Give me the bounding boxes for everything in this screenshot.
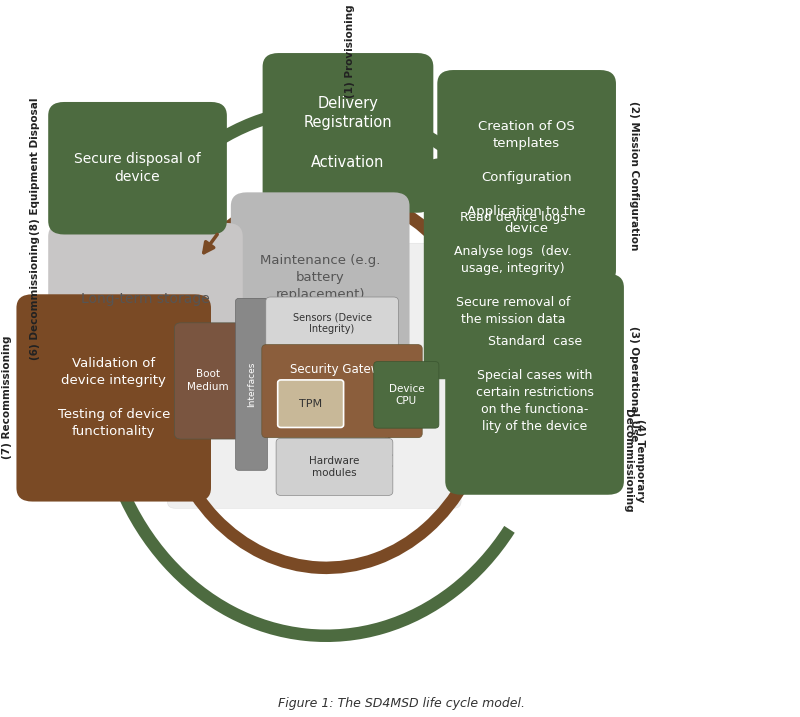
Text: Figure 1: The SD4MSD life cycle model.: Figure 1: The SD4MSD life cycle model. [278,697,525,710]
Text: Boot
Medium: Boot Medium [187,369,229,391]
FancyBboxPatch shape [278,380,344,427]
Text: Secure disposal of
device: Secure disposal of device [74,152,201,184]
Text: (5) Maintenance &
Repair: (5) Maintenance & Repair [385,358,406,467]
FancyBboxPatch shape [167,243,461,508]
Text: Hardware
modules: Hardware modules [309,456,359,478]
FancyBboxPatch shape [262,53,434,213]
FancyBboxPatch shape [446,274,624,495]
Text: Read device logs

Analyse logs  (dev.
usage, integrity)

Secure removal of
the m: Read device logs Analyse logs (dev. usag… [454,212,572,326]
Text: (2) Mission Configuration: (2) Mission Configuration [630,100,639,250]
FancyBboxPatch shape [276,438,393,495]
Text: Creation of OS
templates

Configuration

Application to the
device: Creation of OS templates Configuration A… [467,120,586,234]
FancyBboxPatch shape [174,323,241,439]
FancyBboxPatch shape [262,345,422,437]
FancyBboxPatch shape [236,298,267,470]
Text: (1) Provisioning: (1) Provisioning [345,4,355,98]
Text: Device
CPU: Device CPU [389,384,424,406]
Text: (6) Decommissioning: (6) Decommissioning [30,236,40,360]
FancyBboxPatch shape [17,294,211,502]
Text: Standard  case

Special cases with
certain restrictions
on the functiona-
lity o: Standard case Special cases with certain… [476,336,594,433]
Text: Long-term storage: Long-term storage [81,293,210,306]
Text: Maintenance (e.g.
battery
replacement)

Repairs of device
hardware: Maintenance (e.g. battery replacement) R… [260,254,380,352]
FancyBboxPatch shape [231,192,410,413]
Text: (7) Recommissioning: (7) Recommissioning [2,336,12,460]
Text: (3) Operational Use: (3) Operational Use [630,326,639,442]
Text: (8) Equipment Disposal: (8) Equipment Disposal [30,98,40,235]
Text: Delivery
Registration

Activation: Delivery Registration Activation [304,95,392,170]
Text: Security Gateway: Security Gateway [290,363,394,376]
Text: TPM: TPM [298,399,322,409]
FancyBboxPatch shape [424,158,602,379]
FancyBboxPatch shape [48,223,242,376]
Text: Sensors (Device
Integrity): Sensors (Device Integrity) [293,312,371,333]
FancyBboxPatch shape [438,70,616,284]
FancyBboxPatch shape [374,361,439,428]
FancyBboxPatch shape [266,297,398,349]
Text: (4) Temporary
Decommissioning: (4) Temporary Decommissioning [623,409,645,513]
FancyBboxPatch shape [48,102,227,234]
Text: Interfaces: Interfaces [247,361,256,407]
Text: Validation of
device integrity

Testing of device
functionality: Validation of device integrity Testing o… [58,357,170,438]
